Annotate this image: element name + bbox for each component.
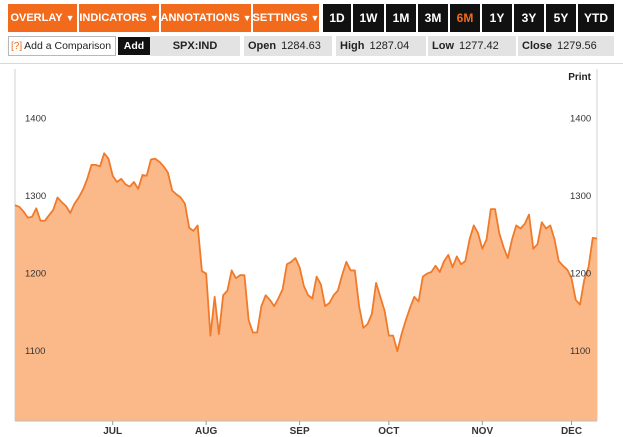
y-tick-label-right: 1400 bbox=[570, 113, 591, 124]
chevron-down-icon: ▼ bbox=[310, 13, 320, 23]
comparison-placeholder: Add a Comparison bbox=[24, 40, 112, 52]
y-tick-label-left: 1300 bbox=[25, 191, 46, 202]
range-3m-button[interactable]: 3M bbox=[418, 4, 448, 32]
chevron-down-icon: ▼ bbox=[242, 13, 252, 23]
price-chart: 1100 1100 1200 1200 1300 1300 1400 1400 JUL AUG SE… bbox=[14, 69, 598, 437]
overlay-label: OVERLAY bbox=[10, 12, 63, 24]
add-comparison-button[interactable]: Add bbox=[118, 37, 150, 55]
close-label: Close bbox=[522, 40, 552, 52]
price-series-line bbox=[14, 152, 598, 353]
quote-info-bar: [?] Add a Comparison Add SPX:IND Open 12… bbox=[8, 36, 614, 56]
open-label: Open bbox=[248, 40, 277, 52]
ticker-symbol: SPX:IND bbox=[150, 36, 240, 56]
close-stat: Close 1279.56 bbox=[518, 36, 614, 56]
x-tick-label: DEC bbox=[561, 426, 582, 437]
x-tick-label: NOV bbox=[471, 426, 493, 437]
y-tick-label-left: 1100 bbox=[25, 346, 45, 357]
range-6m-button[interactable]: 6M bbox=[450, 4, 480, 32]
range-3y-button[interactable]: 3Y bbox=[514, 4, 544, 32]
indicators-label: INDICATORS bbox=[79, 12, 147, 24]
range-1w-button[interactable]: 1W bbox=[353, 4, 384, 32]
high-value: 1287.04 bbox=[369, 40, 410, 52]
x-tick-label: SEP bbox=[290, 426, 310, 437]
x-tick-label: OCT bbox=[378, 426, 399, 437]
settings-menu-button[interactable]: SETTINGS ▼ bbox=[253, 4, 319, 32]
overlay-menu-button[interactable]: OVERLAY ▼ bbox=[8, 4, 77, 32]
x-tick-label: JUL bbox=[103, 426, 122, 437]
x-tick-label: AUG bbox=[195, 426, 217, 437]
low-value: 1277.42 bbox=[459, 40, 499, 52]
y-tick-label-right: 1100 bbox=[570, 346, 590, 357]
low-stat: Low 1277.42 bbox=[428, 36, 516, 56]
print-button[interactable]: Print bbox=[568, 72, 591, 83]
range-1y-button[interactable]: 1Y bbox=[482, 4, 512, 32]
y-tick-label-right: 1200 bbox=[570, 269, 591, 280]
range-1d-button[interactable]: 1D bbox=[323, 4, 351, 32]
y-tick-label-left: 1200 bbox=[25, 269, 46, 280]
indicators-menu-button[interactable]: INDICATORS ▼ bbox=[79, 4, 159, 32]
range-1m-button[interactable]: 1M bbox=[386, 4, 416, 32]
y-tick-label-right: 1300 bbox=[570, 191, 591, 202]
price-area-fill bbox=[15, 153, 597, 421]
range-ytd-button[interactable]: YTD bbox=[578, 4, 614, 32]
low-label: Low bbox=[432, 40, 454, 52]
open-stat: Open 1284.63 bbox=[244, 36, 332, 56]
annotations-label: ANNOTATIONS bbox=[160, 12, 240, 24]
annotations-menu-button[interactable]: ANNOTATIONS ▼ bbox=[161, 4, 251, 32]
range-5y-button[interactable]: 5Y bbox=[546, 4, 576, 32]
help-icon[interactable]: [?] bbox=[11, 40, 23, 52]
close-value: 1279.56 bbox=[556, 40, 597, 52]
open-value: 1284.63 bbox=[281, 40, 321, 52]
chevron-down-icon: ▼ bbox=[65, 13, 75, 23]
high-label: High bbox=[340, 40, 365, 52]
high-stat: High 1287.04 bbox=[336, 36, 426, 56]
y-tick-label-left: 1400 bbox=[25, 113, 46, 124]
settings-label: SETTINGS bbox=[252, 12, 308, 24]
chevron-down-icon: ▼ bbox=[149, 13, 159, 23]
comparison-input[interactable]: [?] Add a Comparison bbox=[8, 36, 116, 56]
chart-toolbar: OVERLAY ▼ INDICATORS ▼ ANNOTATIONS ▼ SET… bbox=[8, 4, 614, 32]
chart-panel: Print 1100 1100 1200 1200 1300 1300 1400 1400 JU… bbox=[0, 63, 623, 437]
